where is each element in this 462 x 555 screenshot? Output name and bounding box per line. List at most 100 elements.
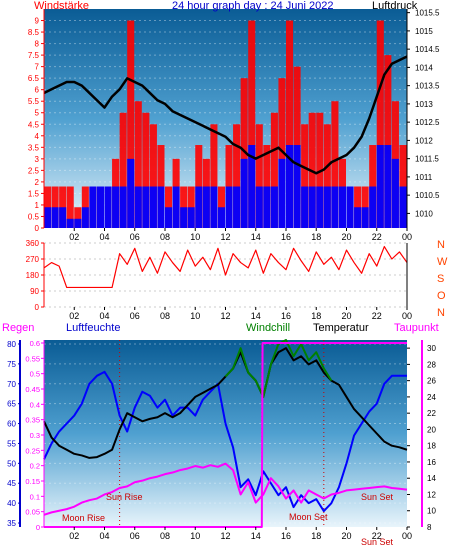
temperature-tick-label: 30 [427, 344, 436, 353]
wind-speed-tick-label: 2.5 [28, 166, 40, 175]
climate-plot-area [44, 340, 407, 527]
gust-bar [233, 124, 241, 228]
climate-axes: 3540455055606570758000.050.10.150.20.250… [7, 339, 436, 541]
wind-bar [74, 218, 82, 228]
gust-bar [149, 124, 157, 228]
pressure-tick-label: 1010.5 [415, 191, 440, 200]
gust-bar [210, 124, 218, 228]
x-tick-label: 02 [69, 531, 79, 541]
wind-bar [59, 207, 67, 228]
direction-tick-label: 360 [26, 239, 40, 248]
humidity-tick-label: 80 [7, 340, 16, 349]
wind-bar [338, 186, 346, 228]
windchill-line [224, 339, 333, 398]
wind-speed-tick-label: 8 [35, 40, 40, 49]
wind-bar [376, 145, 384, 228]
climate-marks [43, 339, 408, 528]
wind-bar [51, 207, 59, 228]
gust-bar [255, 124, 263, 228]
pressure-axis-label: Luftdruck [372, 0, 418, 12]
rain-tick-label: 0.6 [30, 339, 40, 348]
temperature-label: Temperatur [313, 322, 369, 334]
humidity-line [43, 370, 407, 513]
wind-bar [157, 186, 165, 228]
humidity-tick-label: 75 [7, 360, 16, 369]
pressure-tick-label: 1015 [415, 27, 433, 36]
wind-bar [149, 186, 157, 228]
humidity-tick-label: 40 [7, 499, 16, 508]
pressure-tick-label: 1014.5 [415, 45, 440, 54]
wind-bar [96, 186, 104, 228]
wind-pressure-axes: 00.511.522.533.544.555.566.577.588.59101… [28, 9, 440, 242]
wind-bar [202, 186, 210, 228]
wind-bar [323, 186, 331, 228]
wind-bar [172, 186, 180, 228]
windchill-label: Windchill [246, 322, 290, 334]
wind-bar [112, 186, 120, 228]
wind-bar [44, 207, 52, 228]
rain-tick-label: 0.55 [25, 354, 40, 363]
x-tick-label: 10 [190, 232, 200, 242]
wind-speed-tick-label: 7 [35, 63, 40, 72]
wind-speed-tick-label: 3 [35, 155, 40, 164]
x-tick-label: 18 [311, 311, 321, 321]
humidity-axis-label: Luftfeuchte [66, 322, 120, 334]
rain-tick-label: 0.25 [25, 446, 40, 455]
wind-speed-tick-label: 4 [35, 132, 40, 141]
rain-tick-label: 0.05 [25, 508, 40, 517]
x-tick-label: 16 [281, 531, 291, 541]
wind-bar [301, 186, 309, 228]
gust-bar [142, 112, 150, 228]
pressure-line [43, 55, 408, 175]
wind-direction-marks [43, 245, 408, 289]
humidity-tick-label: 55 [7, 439, 16, 448]
wind-bar [233, 186, 241, 228]
compass-label: O [437, 290, 446, 302]
wind-bar [195, 186, 203, 228]
x-tick-label: 08 [160, 232, 170, 242]
wind-speed-tick-label: 5.5 [28, 97, 40, 106]
rain-tick-label: 0.3 [30, 431, 40, 440]
wind-bar [331, 186, 339, 228]
humidity-tick-label: 45 [7, 479, 16, 488]
rain-tick-label: 0 [36, 523, 40, 532]
x-tick-label: 16 [281, 311, 291, 321]
wind-speed-tick-label: 6.5 [28, 74, 40, 83]
wind-bar [217, 207, 225, 228]
wind-bar [89, 186, 97, 228]
wind-speed-tick-label: 7.5 [28, 51, 40, 60]
wind-bar [66, 218, 74, 228]
wind-bar [255, 186, 263, 228]
pressure-tick-label: 1012.5 [415, 118, 440, 127]
x-tick-label: 02 [69, 232, 79, 242]
wind-bar [399, 186, 407, 228]
wind-speed-tick-label: 2 [35, 178, 40, 187]
rain-axis-label: Regen [2, 322, 34, 334]
compass-label: N [437, 239, 445, 251]
wind-bar [248, 145, 256, 228]
x-tick-label: 08 [160, 531, 170, 541]
wind-bar [210, 186, 218, 228]
x-tick-label: 00 [402, 232, 412, 242]
rain-tick-label: 0.4 [30, 400, 40, 409]
wind-bar [384, 145, 392, 228]
rain-line [44, 342, 407, 528]
wind-speed-axis-label: Windstärke [34, 0, 89, 12]
x-tick-label: 10 [190, 531, 200, 541]
pressure-tick-label: 1015.5 [415, 9, 440, 18]
rain-tick-label: 0.15 [25, 477, 40, 486]
pressure-tick-label: 1013 [415, 100, 433, 109]
temperature-tick-label: 24 [427, 393, 436, 402]
x-tick-label: 20 [341, 232, 351, 242]
humidity-tick-label: 60 [7, 420, 16, 429]
temperature-tick-label: 20 [427, 425, 436, 434]
direction-tick-label: 90 [30, 287, 39, 296]
dewpoint-line [43, 462, 408, 516]
wind-bar [225, 186, 233, 228]
wind-bar [316, 186, 324, 228]
gust-bar [301, 124, 309, 228]
x-tick-label: 22 [372, 531, 382, 541]
wind-bar [293, 145, 301, 228]
